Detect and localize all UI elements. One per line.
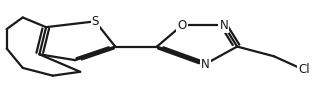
Text: O: O xyxy=(177,19,187,32)
Text: S: S xyxy=(92,15,99,28)
Text: N: N xyxy=(201,58,210,71)
Text: Cl: Cl xyxy=(298,63,310,76)
Text: N: N xyxy=(219,19,228,32)
